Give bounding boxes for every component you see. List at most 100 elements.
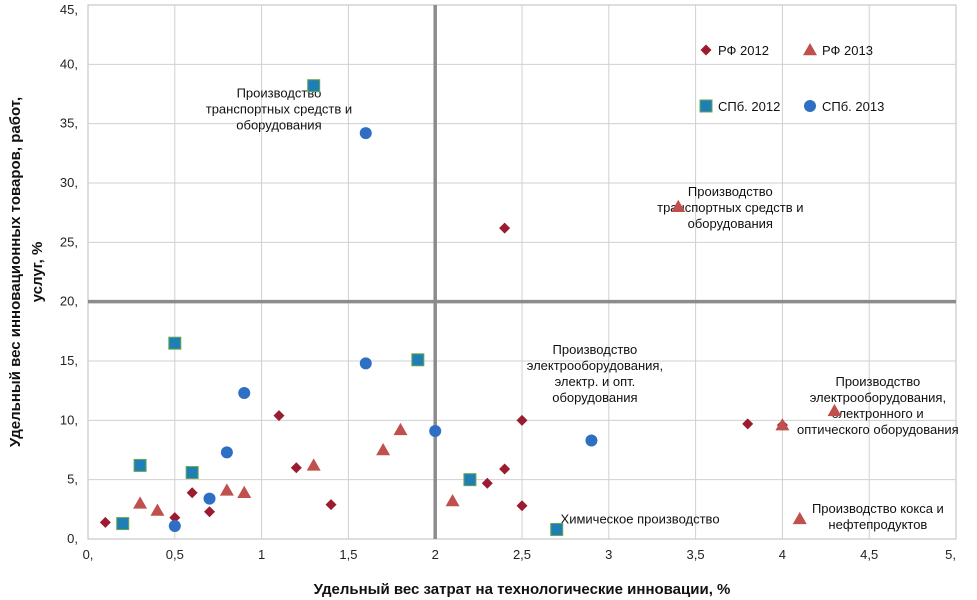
y-tick-label: 45, — [60, 2, 78, 17]
legend-marker — [699, 99, 713, 113]
data-point-series-1 — [219, 483, 234, 496]
data-point-series-0 — [481, 477, 493, 489]
reference-lines — [88, 5, 956, 539]
data-point-series-3 — [220, 446, 233, 459]
annotation-line: оборудования — [552, 390, 637, 405]
data-point-series-0 — [516, 414, 528, 426]
annotation-line: нефтепродуктов — [828, 517, 927, 532]
y-axis-title-line-2: услуг, % — [29, 242, 46, 303]
data-point-series-0 — [273, 410, 285, 422]
y-tick-label: 5, — [67, 472, 78, 487]
data-point-series-0 — [186, 487, 198, 499]
annotation-line: Производство — [553, 342, 638, 357]
annotation-line: Производство — [237, 86, 322, 101]
y-tick-label: 40, — [60, 56, 78, 71]
data-point-series-2 — [463, 473, 477, 487]
data-point-series-0 — [499, 222, 511, 234]
data-point-series-3 — [429, 425, 442, 438]
annotation: Производство электрооборудования, электрон… — [797, 374, 959, 437]
annotation-line: Химическое производство — [561, 512, 720, 527]
annotation-line: электрооборудования, — [527, 358, 663, 373]
data-point-series-3 — [359, 357, 372, 370]
annotation-line: транспортных средств и — [657, 200, 803, 215]
data-point-series-1 — [237, 485, 252, 498]
data-point-series-3 — [168, 519, 181, 532]
data-point-series-2 — [411, 353, 425, 367]
data-point-series-0 — [499, 463, 511, 475]
data-point-series-1 — [306, 458, 321, 471]
y-tick-label: 15, — [60, 353, 78, 368]
y-axis-ticks: 0, 5, 10, 15, 20, 25, 30, 35, 40, 45, — [60, 2, 78, 546]
annotation-line: электр. и опт. — [555, 374, 636, 389]
data-point-series-3 — [203, 492, 216, 505]
x-tick-label: 0, — [83, 547, 94, 562]
data-point-series-0 — [99, 516, 111, 528]
annotation: Производство транспортных средств и оборуд… — [206, 86, 352, 133]
annotation: Производство транспортных средств и оборуд… — [657, 184, 803, 231]
data-point-series-1 — [792, 511, 807, 525]
legend-label: РФ 2012 — [718, 43, 769, 58]
y-tick-label: 10, — [60, 412, 78, 427]
legend-label: СПб. 2012 — [718, 99, 780, 114]
y-tick-label: 0, — [67, 531, 78, 546]
data-point-series-3 — [585, 434, 598, 447]
data-point-series-2 — [133, 458, 147, 472]
x-tick-label: 3,5 — [687, 547, 705, 562]
annotation-line: Производство — [835, 374, 920, 389]
annotation: Производство кокса и нефтепродуктов — [812, 501, 944, 532]
data-point-series-1 — [376, 443, 391, 456]
annotation: Химическое производство — [561, 512, 720, 527]
annotation-line: оптического оборудования — [797, 422, 959, 437]
annotation-line: оборудования — [688, 216, 773, 231]
annotation-line: Производство — [688, 184, 773, 199]
x-tick-label: 4,5 — [860, 547, 878, 562]
data-point-series-3 — [238, 387, 251, 400]
legend-label: РФ 2013 — [822, 43, 873, 58]
data-point-series-0 — [742, 418, 754, 430]
y-tick-label: 30, — [60, 175, 78, 190]
annotation-line: оборудования — [236, 118, 321, 133]
y-tick-label: 20, — [60, 294, 78, 309]
data-points — [99, 79, 842, 537]
annotations: Производство транспортных средств и оборуд… — [206, 86, 959, 532]
data-point-series-0 — [290, 462, 302, 474]
data-point-series-1 — [827, 403, 842, 417]
annotation-line: электронного и — [832, 406, 924, 421]
data-point-series-2 — [185, 466, 199, 480]
legend-label: СПб. 2013 — [822, 99, 884, 114]
annotation-line: Производство кокса и — [812, 501, 944, 516]
x-axis-title: Удельный вес затрат на технологические и… — [314, 581, 731, 598]
annotation-line: электрооборудования, — [810, 390, 946, 405]
x-tick-label: 2 — [432, 547, 439, 562]
legend: РФ 2012 РФ 2013 СПб. 2012 СПб. 2013 — [699, 43, 884, 114]
data-point-series-0 — [516, 500, 528, 512]
legend-marker — [700, 44, 712, 56]
x-axis-ticks: 0, 0,5 1 1,5 2 2,5 3 3,5 4 4,5 5, — [83, 547, 956, 562]
data-point-series-1 — [445, 494, 460, 507]
data-point-series-0 — [169, 512, 181, 524]
x-tick-label: 2,5 — [513, 547, 531, 562]
data-point-series-2 — [116, 517, 130, 531]
x-tick-label: 1 — [258, 547, 265, 562]
data-point-series-1 — [393, 422, 408, 436]
y-axis-title-line-1: Удельный вес инновационных товаров, рабо… — [7, 97, 24, 447]
y-tick-label: 35, — [60, 116, 78, 131]
legend-marker — [804, 100, 816, 112]
data-point-series-2 — [307, 79, 321, 93]
x-tick-label: 1,5 — [339, 547, 357, 562]
data-point-series-1 — [671, 199, 686, 212]
data-point-series-2 — [550, 523, 564, 537]
data-point-series-0 — [325, 499, 337, 511]
data-point-series-0 — [204, 506, 216, 518]
x-tick-label: 4 — [779, 547, 786, 562]
x-tick-label: 0,5 — [166, 547, 184, 562]
data-point-series-1 — [775, 418, 790, 431]
data-point-series-2 — [168, 336, 182, 350]
data-point-series-1 — [133, 496, 148, 509]
x-tick-label: 3 — [605, 547, 612, 562]
data-point-series-1 — [150, 503, 165, 516]
x-tick-label: 5, — [945, 547, 956, 562]
y-tick-label: 25, — [60, 234, 78, 249]
legend-marker — [803, 43, 817, 56]
